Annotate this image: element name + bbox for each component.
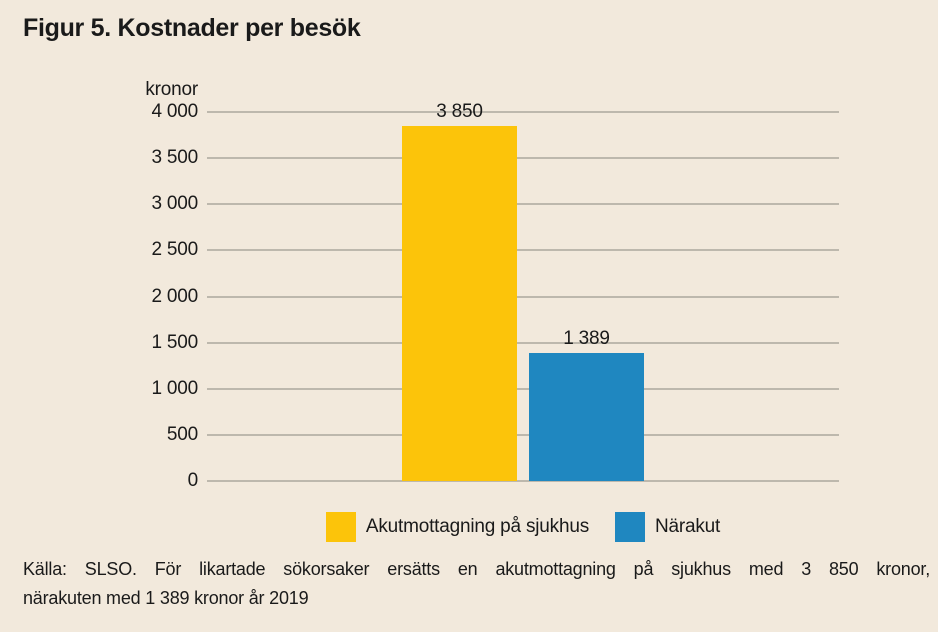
y-axis-tick-labels: 4 000 3 500 3 000 2 500 2 000 1 500 1 000 500 0 (0, 101, 198, 491)
y-tick-label: 1 500 (151, 331, 198, 353)
legend-label: Närakut (655, 516, 721, 537)
legend-item: Närakut (615, 512, 720, 542)
gridline (207, 387, 839, 390)
gridline (207, 157, 839, 160)
y-tick-label: 3 000 (151, 193, 198, 215)
source-note-line1: Källa: SLSO. För likartade sökorsaker er… (23, 559, 930, 579)
gridline (207, 480, 839, 482)
y-axis-unit-label: kronor (145, 79, 198, 100)
gridline (207, 203, 839, 206)
gridline (207, 433, 839, 436)
legend-label: Akutmottagning på sjukhus (365, 516, 589, 537)
y-tick-label: 2 000 (151, 285, 198, 307)
legend-swatch (325, 512, 356, 542)
gridline (207, 111, 839, 113)
figure-title: Figur 5. Kostnader per besök (23, 14, 361, 42)
chart-legend: Akutmottagning på sjukhus Närakut (207, 512, 839, 542)
bar-akutmottagning-p-sjukhus (402, 126, 517, 481)
bar-value-label: 1 389 (563, 328, 610, 349)
y-tick-label: 3 500 (151, 147, 198, 169)
source-note: Källa: SLSO. För likartade sökorsaker er… (23, 555, 930, 613)
y-tick-label: 500 (166, 423, 198, 445)
legend-swatch (615, 512, 645, 542)
y-tick-label: 4 000 (151, 101, 198, 122)
gridline (207, 341, 839, 344)
y-tick-label: 1 000 (151, 377, 198, 399)
source-note-line2: närakuten med 1 389 kronor år 2019 (23, 588, 309, 608)
chart-plot-area: 3 850 1 389 (207, 101, 839, 482)
legend-item: Akutmottagning på sjukhus (325, 512, 589, 542)
gridline (207, 249, 839, 252)
bar-n-rakut (529, 353, 644, 481)
bar-value-label: 3 850 (436, 101, 483, 122)
y-tick-label: 0 (187, 470, 199, 491)
gridline (207, 295, 839, 298)
y-tick-label: 2 500 (151, 239, 198, 261)
